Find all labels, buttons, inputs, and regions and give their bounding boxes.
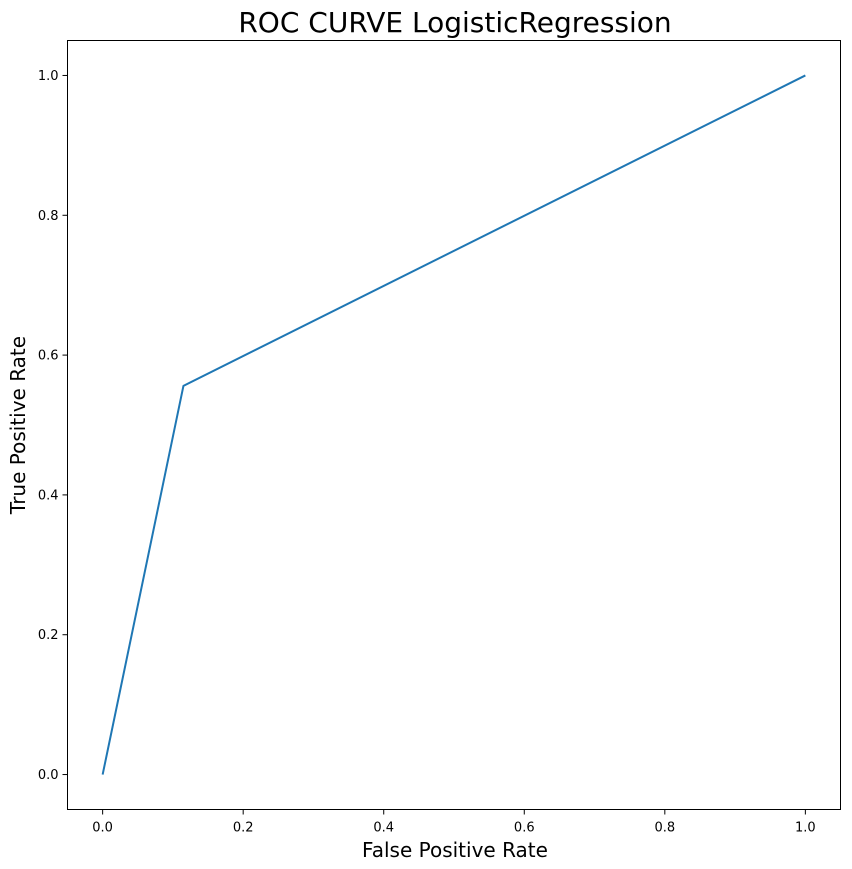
x-axis-ticks: 0.0 0.2 0.4 0.6 0.8 1.0	[92, 809, 816, 836]
x-tick-label: 1.0	[795, 821, 816, 836]
x-axis-label: False Positive Rate	[362, 838, 548, 862]
x-tick-label: 0.0	[92, 821, 113, 836]
y-axis-ticks: 0.0 0.2 0.4 0.6 0.8 1.0	[38, 69, 68, 783]
x-tick-label: 0.6	[514, 821, 535, 836]
y-tick-label: 0.4	[38, 488, 59, 503]
y-tick-label: 0.0	[38, 768, 59, 783]
y-tick-label: 0.6	[38, 349, 59, 364]
series-layer	[101, 74, 806, 775]
chart-title: ROC CURVE LogisticRegression	[238, 6, 671, 39]
y-tick-label: 0.8	[38, 209, 59, 224]
x-tick-label: 0.4	[373, 821, 394, 836]
x-tick-label: 0.8	[654, 821, 675, 836]
plot-area	[67, 40, 841, 810]
y-tick-label: 1.0	[38, 69, 59, 84]
y-axis-label: True Positive Rate	[6, 336, 30, 515]
x-tick-label: 0.2	[233, 821, 254, 836]
roc-curve-line	[101, 74, 806, 775]
y-tick-label: 0.2	[38, 628, 59, 643]
